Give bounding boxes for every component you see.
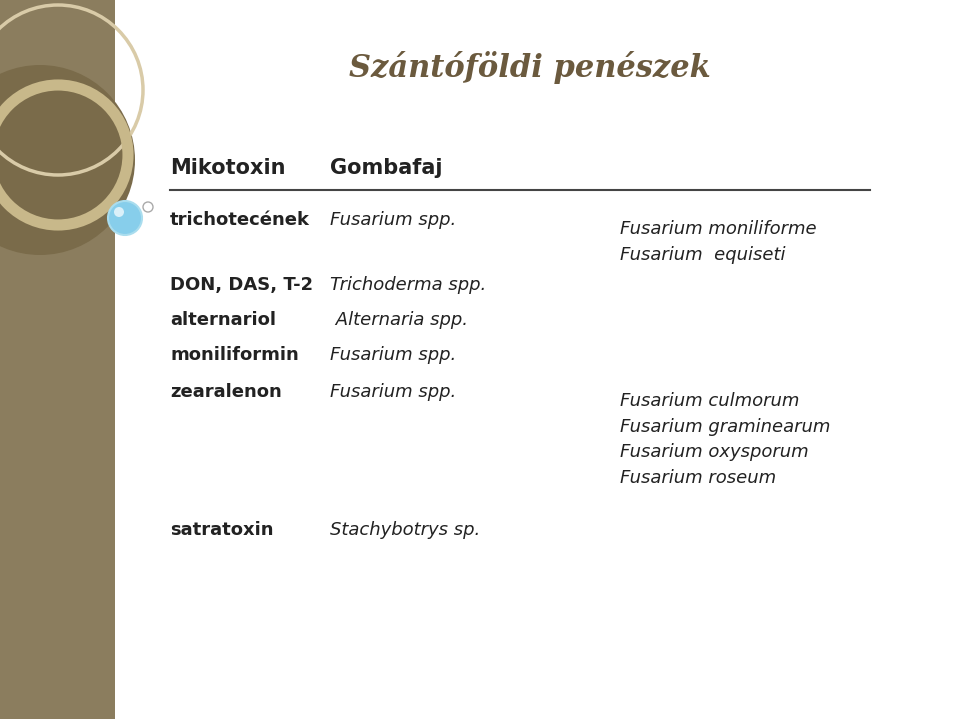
FancyBboxPatch shape (0, 0, 115, 719)
Text: Fusarium spp.: Fusarium spp. (330, 383, 456, 401)
Text: Mikotoxin: Mikotoxin (170, 158, 285, 178)
Text: alternariol: alternariol (170, 311, 276, 329)
Text: zearalenon: zearalenon (170, 383, 281, 401)
Text: Trichoderma spp.: Trichoderma spp. (330, 276, 487, 294)
Text: Gombafaj: Gombafaj (330, 158, 443, 178)
Text: moniliformin: moniliformin (170, 346, 299, 364)
Text: Fusarium culmorum
Fusarium graminearum
Fusarium oxysporum
Fusarium roseum: Fusarium culmorum Fusarium graminearum F… (620, 392, 830, 487)
Text: DON, DAS, T-2: DON, DAS, T-2 (170, 276, 313, 294)
Text: Stachybotrys sp.: Stachybotrys sp. (330, 521, 480, 539)
Circle shape (108, 201, 142, 235)
Text: Fusarium moniliforme
Fusarium  equiseti: Fusarium moniliforme Fusarium equiseti (620, 220, 817, 264)
Text: Fusarium spp.: Fusarium spp. (330, 346, 456, 364)
Text: Alternaria spp.: Alternaria spp. (330, 311, 468, 329)
Circle shape (0, 65, 135, 255)
Text: Szántóföldi penészek: Szántóföldi penészek (349, 52, 710, 85)
Text: satratoxin: satratoxin (170, 521, 274, 539)
Text: trichotecének: trichotecének (170, 211, 310, 229)
Circle shape (114, 207, 124, 217)
Text: Fusarium spp.: Fusarium spp. (330, 211, 456, 229)
